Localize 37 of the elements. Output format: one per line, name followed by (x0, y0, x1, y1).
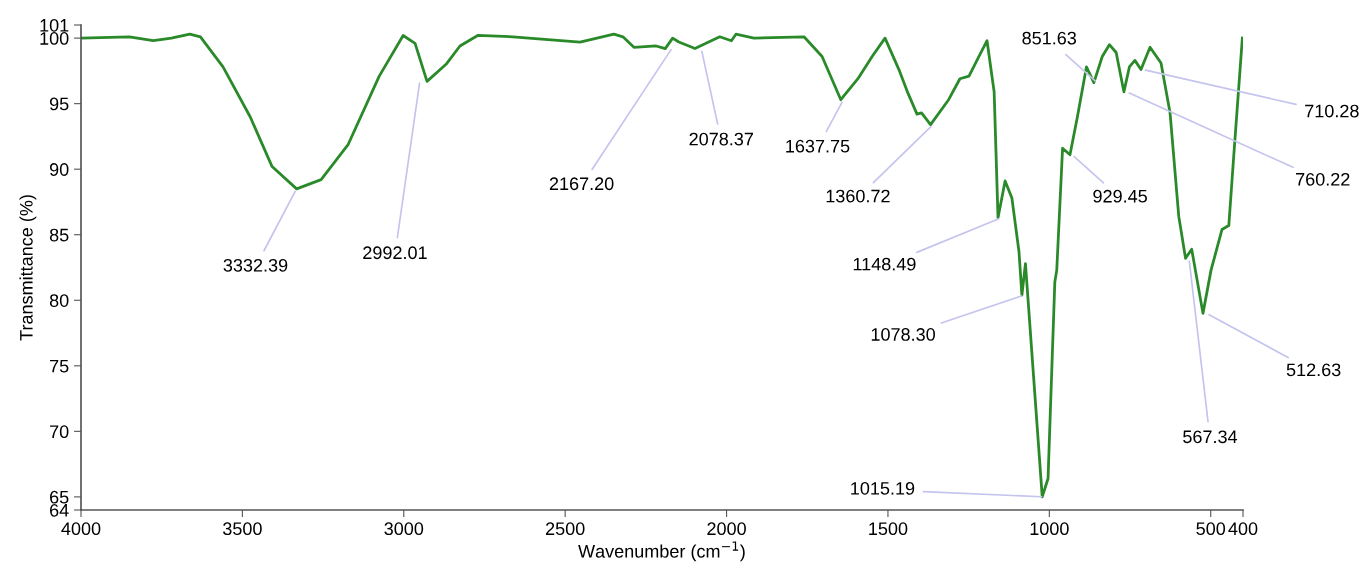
x-tick-label: 500 (1196, 522, 1226, 536)
annotation: 3332.39 (223, 258, 288, 272)
annotation: 1015.19 (851, 481, 915, 495)
y-tick-label: 64 (50, 503, 69, 517)
annotation: 2992.01 (363, 246, 427, 260)
y-tick-label: 70 (50, 425, 69, 439)
y-tick-label: 100 (40, 32, 69, 45)
y-tick-label: 65 (50, 490, 69, 504)
annotation: 1360.72 (826, 189, 890, 203)
y-axis-title: Transmittance (%) (19, 195, 37, 341)
annotation: 760.22 (1296, 172, 1350, 186)
y-tick-label: 90 (49, 163, 69, 176)
y-tick-label: 95 (49, 97, 69, 111)
annotation: 2078.37 (689, 132, 753, 146)
annotation: 512.63 (1286, 363, 1341, 377)
y-tick-label: 85 (49, 228, 69, 242)
x-tick-label: 400 (1228, 522, 1258, 536)
annotation: 1148.49 (853, 257, 916, 271)
annotation: 2167.20 (549, 177, 614, 191)
annotation: 1078.30 (871, 328, 935, 341)
x-tick-label: 2500 (545, 522, 585, 536)
y-tick-label: 101 (40, 18, 69, 32)
x-tick-label: 2000 (707, 522, 746, 536)
y-tick-label: 75 (50, 359, 69, 373)
annotation: 710.28 (1305, 104, 1359, 118)
x-tick-label: 1000 (1030, 522, 1069, 536)
annotation: 1637.75 (786, 139, 850, 153)
x-tick-label: 1500 (869, 522, 908, 536)
annotation: 929.45 (1093, 189, 1147, 203)
annotation: 851.63 (1022, 31, 1077, 45)
x-tick-label: 3000 (384, 522, 424, 536)
y-tick-label: 80 (49, 294, 69, 307)
x-tick-label: 4000 (61, 522, 101, 536)
annotation: 567.34 (1183, 430, 1238, 444)
x-axis-title: Wavenumber (cm$^{−1}$) (578, 541, 745, 562)
x-tick-label: 3500 (223, 522, 262, 536)
line-series (81, 32, 1243, 499)
